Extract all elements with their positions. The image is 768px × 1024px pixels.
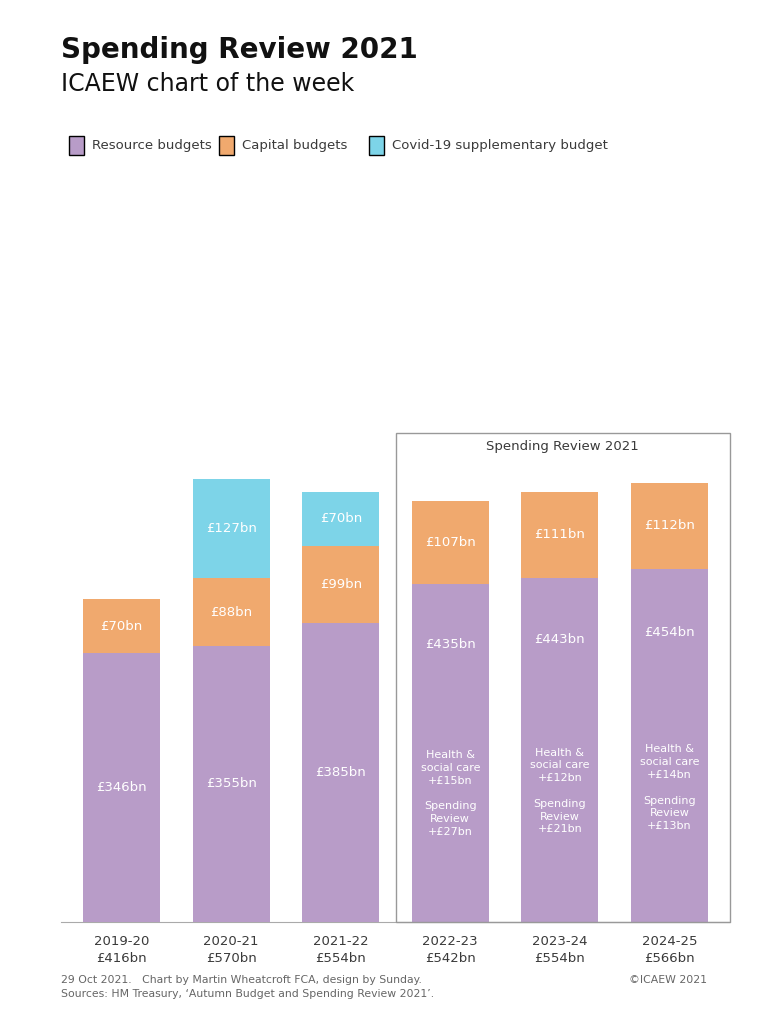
Text: £385bn: £385bn — [316, 766, 366, 779]
Text: ICAEW chart of the week: ICAEW chart of the week — [61, 72, 355, 95]
Text: Covid-19 supplementary budget: Covid-19 supplementary budget — [392, 139, 607, 152]
Text: £443bn: £443bn — [535, 633, 585, 646]
Text: ©ICAEW 2021: ©ICAEW 2021 — [628, 975, 707, 985]
Text: £435bn: £435bn — [425, 638, 475, 651]
Text: £70bn: £70bn — [319, 512, 362, 525]
Text: £112bn: £112bn — [644, 519, 695, 532]
Bar — [193, 578, 270, 646]
Bar — [521, 578, 598, 922]
Text: £127bn: £127bn — [206, 522, 257, 536]
Bar — [193, 479, 270, 578]
Text: Spending Review 2021: Spending Review 2021 — [61, 36, 419, 63]
Text: 29 Oct 2021.   Chart by Martin Wheatcroft FCA, design by Sunday.
Sources: HM Tre: 29 Oct 2021. Chart by Martin Wheatcroft … — [61, 975, 435, 998]
Bar — [412, 584, 488, 922]
Text: Resource budgets: Resource budgets — [92, 139, 212, 152]
Bar — [84, 599, 160, 653]
Bar — [412, 501, 488, 584]
Bar — [303, 546, 379, 623]
Text: £70bn: £70bn — [101, 620, 143, 633]
Text: £454bn: £454bn — [644, 627, 695, 639]
Bar — [521, 492, 598, 578]
Bar — [193, 646, 270, 922]
Bar — [396, 432, 730, 922]
Bar — [303, 623, 379, 922]
Text: Spending Review 2021: Spending Review 2021 — [486, 440, 639, 453]
Text: Health &
social care
+£14bn

Spending
Review
+£13bn: Health & social care +£14bn Spending Rev… — [640, 744, 699, 831]
Text: £107bn: £107bn — [425, 537, 475, 549]
Text: £355bn: £355bn — [206, 777, 257, 791]
Bar — [631, 482, 707, 569]
Text: £346bn: £346bn — [96, 781, 147, 794]
Bar — [631, 569, 707, 922]
Text: £88bn: £88bn — [210, 605, 252, 618]
Text: Capital budgets: Capital budgets — [242, 139, 347, 152]
Text: £111bn: £111bn — [535, 528, 585, 542]
Bar — [303, 492, 379, 546]
Text: Health &
social care
+£12bn

Spending
Review
+£21bn: Health & social care +£12bn Spending Rev… — [530, 748, 590, 835]
Bar — [84, 653, 160, 922]
Text: Health &
social care
+£15bn

Spending
Review
+£27bn: Health & social care +£15bn Spending Rev… — [421, 750, 480, 837]
Text: £99bn: £99bn — [319, 578, 362, 591]
